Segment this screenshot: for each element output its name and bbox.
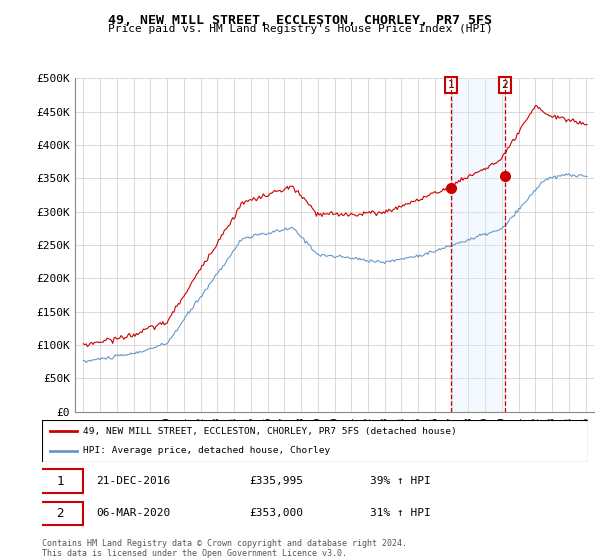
Text: 21-DEC-2016: 21-DEC-2016 — [97, 476, 171, 486]
Text: 39% ↑ HPI: 39% ↑ HPI — [370, 476, 430, 486]
Text: 49, NEW MILL STREET, ECCLESTON, CHORLEY, PR7 5FS: 49, NEW MILL STREET, ECCLESTON, CHORLEY,… — [108, 14, 492, 27]
Text: 1: 1 — [56, 475, 64, 488]
Text: Contains HM Land Registry data © Crown copyright and database right 2024.
This d: Contains HM Land Registry data © Crown c… — [42, 539, 407, 558]
Text: 06-MAR-2020: 06-MAR-2020 — [97, 508, 171, 519]
Text: £335,995: £335,995 — [250, 476, 304, 486]
Text: Price paid vs. HM Land Registry's House Price Index (HPI): Price paid vs. HM Land Registry's House … — [107, 24, 493, 34]
FancyBboxPatch shape — [37, 502, 83, 525]
FancyBboxPatch shape — [37, 469, 83, 493]
Text: HPI: Average price, detached house, Chorley: HPI: Average price, detached house, Chor… — [83, 446, 330, 455]
Text: £353,000: £353,000 — [250, 508, 304, 519]
Text: 49, NEW MILL STREET, ECCLESTON, CHORLEY, PR7 5FS (detached house): 49, NEW MILL STREET, ECCLESTON, CHORLEY,… — [83, 427, 457, 436]
Text: 1: 1 — [448, 80, 455, 90]
Text: 31% ↑ HPI: 31% ↑ HPI — [370, 508, 430, 519]
Text: 2: 2 — [502, 80, 508, 90]
Bar — [451, 78, 505, 412]
Text: 2: 2 — [56, 507, 64, 520]
